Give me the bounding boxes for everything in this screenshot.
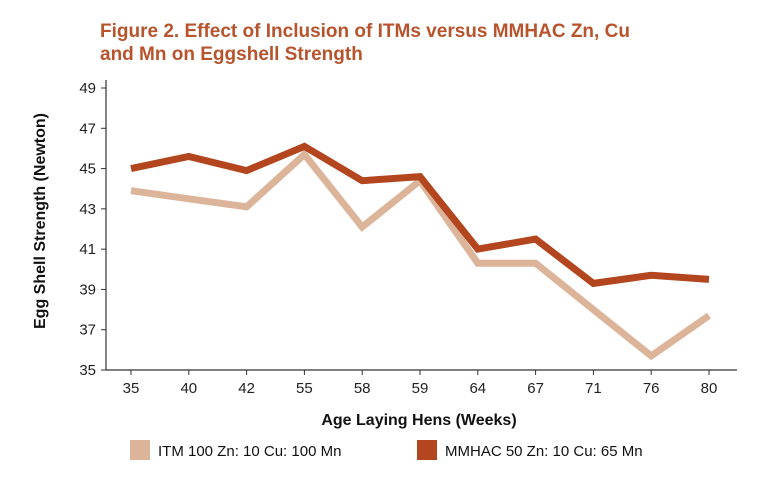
x-tick-label: 67 — [527, 380, 544, 397]
y-tick-label: 45 — [79, 161, 96, 178]
chart-series — [130, 142, 712, 361]
chart-legend: ITM 100 Zn: 10 Cu: 100 Mn MMHAC 50 Zn: 10… — [130, 440, 643, 460]
y-tick-label: 37 — [79, 322, 96, 339]
x-tick-label: 58 — [354, 380, 371, 397]
y-tick-label: 39 — [79, 281, 96, 298]
x-tick-label: 35 — [123, 380, 140, 397]
legend-swatch — [130, 440, 150, 460]
legend-swatch — [417, 440, 437, 460]
x-tick-label: 80 — [701, 380, 718, 397]
y-axis-ticks: 35 37 39 41 43 45 47 49 — [79, 80, 106, 379]
chart-title-line-2: and Mn on Eggshell Strength — [100, 44, 363, 65]
x-tick-label: 55 — [296, 380, 313, 397]
legend-label: ITM 100 Zn: 10 Cu: 100 Mn — [158, 443, 341, 460]
legend-label: MMHAC 50 Zn: 10 Cu: 65 Mn — [445, 443, 643, 460]
y-tick-label: 35 — [79, 362, 96, 379]
y-tick-label: 43 — [79, 201, 96, 218]
x-tick-label: 40 — [180, 380, 197, 397]
series-line-itm — [130, 149, 712, 361]
x-tick-label: 42 — [238, 380, 255, 397]
series-line-mmhac — [130, 142, 710, 288]
y-tick-label: 47 — [79, 120, 96, 137]
x-tick-label: 64 — [469, 380, 486, 397]
y-tick-label: 49 — [79, 80, 96, 97]
x-axis-ticks: 35 40 42 55 58 59 64 67 71 76 80 — [123, 370, 718, 397]
chart-title: Figure 2. Effect of Inclusion of ITMs ve… — [100, 20, 720, 66]
y-tick-label: 41 — [79, 241, 96, 258]
x-axis-title: Age Laying Hens (Weeks) — [321, 412, 516, 429]
x-tick-label: 59 — [412, 380, 429, 397]
x-tick-label: 76 — [643, 380, 660, 397]
x-tick-label: 71 — [585, 380, 602, 397]
y-axis-title: Egg Shell Strength (Newton) — [32, 113, 49, 329]
chart-axes — [105, 80, 737, 371]
chart-title-line-1: Figure 2. Effect of Inclusion of ITMs ve… — [100, 21, 630, 42]
